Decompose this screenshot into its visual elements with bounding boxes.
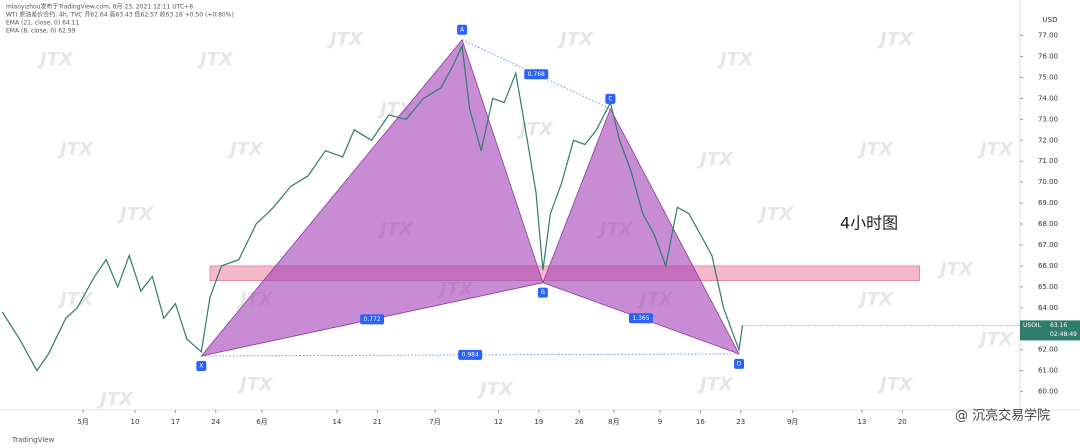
x-tick-label: 14 bbox=[332, 418, 341, 426]
x-tick-label: 26 bbox=[575, 418, 584, 426]
header-line: EMA (21, close, 0) 64.11 bbox=[6, 20, 79, 27]
x-tick-label: 24 bbox=[211, 418, 220, 426]
ratio-label: 0.984 bbox=[462, 351, 479, 358]
watermark: JTX bbox=[197, 49, 234, 70]
watermark: JTX bbox=[57, 139, 94, 160]
ratio-label: 0.772 bbox=[364, 316, 381, 323]
watermark: JTX bbox=[97, 389, 134, 410]
y-tick-label: 76.00 bbox=[1038, 53, 1058, 61]
x-tick-label: 7月 bbox=[429, 418, 440, 426]
credit: @ 沉亮交易学院 bbox=[955, 408, 1050, 424]
x-tick-label: 17 bbox=[171, 418, 180, 426]
point-label: D bbox=[737, 360, 742, 367]
x-tick-label: 8月 bbox=[608, 418, 619, 426]
watermark: JTX bbox=[717, 49, 754, 70]
watermark: JTX bbox=[977, 139, 1014, 160]
watermark: JTX bbox=[57, 289, 94, 310]
watermark: JTX bbox=[877, 374, 914, 395]
watermark: JTX bbox=[37, 49, 74, 70]
watermark: JTX bbox=[857, 289, 894, 310]
watermark: JTX bbox=[237, 374, 274, 395]
x-tick-label: 5月 bbox=[77, 418, 88, 426]
watermark: JTX bbox=[227, 139, 264, 160]
price-line bbox=[1, 43, 744, 372]
brand: TradingView bbox=[11, 436, 55, 444]
watermark: JTX bbox=[937, 259, 974, 280]
watermark: JTX bbox=[697, 374, 734, 395]
x-tick-label: 19 bbox=[534, 418, 543, 426]
pattern-triangle bbox=[200, 38, 544, 357]
y-tick-label: 69.00 bbox=[1038, 199, 1058, 207]
ratio-label: 0.768 bbox=[528, 71, 545, 78]
y-tick-label: 75.00 bbox=[1038, 73, 1058, 81]
y-tick-label: 65.00 bbox=[1038, 283, 1058, 291]
y-tick-label: 77.00 bbox=[1038, 32, 1058, 40]
watermark: JTX bbox=[697, 149, 734, 170]
point-box bbox=[605, 93, 616, 104]
x-tick-label: 6月 bbox=[256, 418, 267, 426]
last-price-box bbox=[1020, 320, 1080, 341]
point-box bbox=[734, 358, 745, 369]
last-price: 63.16 bbox=[1050, 322, 1067, 329]
point-label: B bbox=[541, 289, 545, 296]
ratio-box bbox=[360, 314, 385, 325]
ratio-box bbox=[524, 69, 549, 80]
header-line: WTI 原油差价合约, 4h, TVC 开62.64 高63.43 低62.57… bbox=[6, 11, 234, 19]
annotation: 4小时图 bbox=[840, 214, 898, 233]
pattern-link bbox=[201, 353, 740, 357]
x-tick-label: 21 bbox=[373, 418, 382, 426]
ratio-box bbox=[458, 349, 483, 360]
y-tick-label: 73.00 bbox=[1038, 115, 1058, 123]
x-tick-label: 20 bbox=[898, 418, 907, 426]
x-tick-label: 13 bbox=[857, 418, 866, 426]
watermark: JTX bbox=[117, 204, 154, 225]
x-tick-label: 12 bbox=[494, 418, 503, 426]
watermark: JTX bbox=[557, 29, 594, 50]
y-tick-label: 60.00 bbox=[1038, 388, 1058, 396]
watermark: JTX bbox=[977, 329, 1014, 350]
point-box bbox=[457, 24, 468, 35]
ratio-label: 1.365 bbox=[632, 315, 649, 322]
last-symbol: USOIL bbox=[1023, 322, 1042, 329]
y-tick-label: 68.00 bbox=[1038, 220, 1058, 228]
watermark: JTX bbox=[877, 29, 914, 50]
y-tick-label: 62.00 bbox=[1038, 346, 1058, 354]
y-tick-label: 72.00 bbox=[1038, 136, 1058, 144]
watermark: JTX bbox=[757, 204, 794, 225]
x-tick-label: 10 bbox=[131, 418, 140, 426]
y-tick-label: 74.00 bbox=[1038, 94, 1058, 102]
point-box bbox=[537, 287, 548, 298]
point-label: X bbox=[199, 362, 203, 369]
watermark: JTX bbox=[477, 379, 514, 400]
y-tick-label: 71.00 bbox=[1038, 157, 1058, 165]
x-tick-label: 9月 bbox=[787, 418, 798, 426]
watermark: JTX bbox=[517, 119, 554, 140]
axis-unit: USD bbox=[1043, 16, 1058, 24]
ratio-box bbox=[628, 313, 653, 324]
countdown: 02:48:49 bbox=[1050, 331, 1077, 338]
y-tick-label: 64.00 bbox=[1038, 304, 1058, 312]
watermark: JTX bbox=[327, 29, 364, 50]
header-line: EMA (8, close, 0) 62.99 bbox=[6, 28, 76, 35]
y-tick-label: 67.00 bbox=[1038, 241, 1058, 249]
point-label: A bbox=[460, 26, 465, 33]
y-tick-label: 61.00 bbox=[1038, 367, 1058, 375]
x-tick-label: 23 bbox=[736, 418, 745, 426]
y-tick-label: 66.00 bbox=[1038, 262, 1058, 270]
y-tick-label: 70.00 bbox=[1038, 178, 1058, 186]
watermark: JTX bbox=[857, 139, 894, 160]
point-label: C bbox=[608, 95, 612, 102]
x-tick-label: 9 bbox=[658, 418, 662, 426]
x-tick-label: 16 bbox=[696, 418, 705, 426]
point-box bbox=[196, 360, 207, 371]
header-line: mlaoyizhou发布于TradingView.com, 8月 23, 202… bbox=[6, 3, 193, 11]
